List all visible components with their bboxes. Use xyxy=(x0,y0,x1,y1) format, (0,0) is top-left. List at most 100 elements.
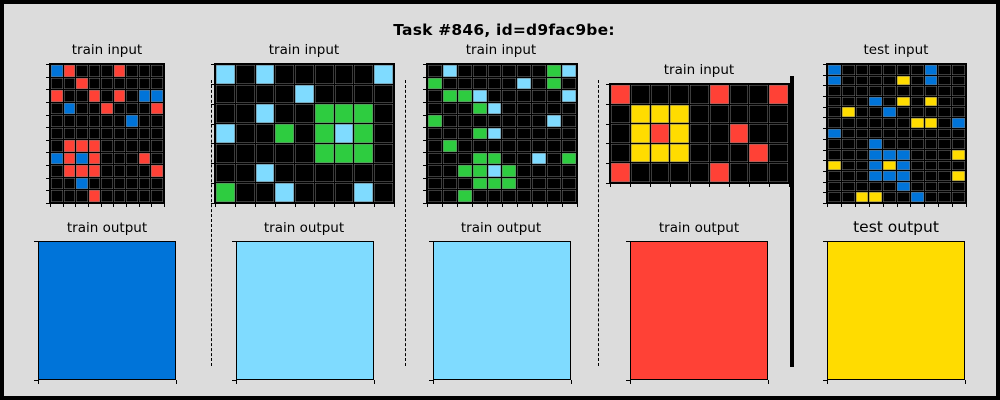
grid-cell xyxy=(151,165,163,177)
grid-cell xyxy=(532,152,547,165)
grid-cell xyxy=(76,102,88,115)
grid-cell xyxy=(611,124,630,143)
grid-cell xyxy=(855,107,869,118)
x-tick xyxy=(487,203,488,207)
x-tick xyxy=(433,380,434,384)
y-tick xyxy=(606,143,610,145)
grid-cell xyxy=(101,190,113,202)
grid-cell xyxy=(151,127,163,140)
grid-cell xyxy=(855,171,869,181)
grid-cell xyxy=(562,77,576,90)
grid-cell xyxy=(151,177,163,190)
grid-cell xyxy=(855,128,869,139)
grid-cell xyxy=(88,90,101,102)
grid-cell xyxy=(334,143,354,163)
grid-cell xyxy=(517,165,532,177)
grid-cell xyxy=(562,140,576,152)
example-separator xyxy=(405,80,406,366)
grid-cell xyxy=(354,84,374,104)
grid-cell xyxy=(126,177,138,190)
grid-cell xyxy=(88,127,101,140)
x-tick xyxy=(126,203,127,207)
grid-cell xyxy=(924,96,938,107)
grid-cell xyxy=(897,96,910,107)
grid-cell xyxy=(517,115,532,127)
grid-cell xyxy=(216,104,235,124)
x-tick xyxy=(100,203,102,207)
x-tick xyxy=(234,203,236,207)
grid-cell xyxy=(729,85,749,104)
grid-cell xyxy=(428,115,442,127)
grid-cell xyxy=(63,65,76,77)
x-tick xyxy=(709,183,711,187)
x-tick xyxy=(374,380,375,384)
grid-cell xyxy=(457,190,472,202)
x-tick xyxy=(789,183,790,187)
y-tick xyxy=(211,123,215,125)
grid-cell xyxy=(255,163,275,183)
y-tick xyxy=(423,64,427,65)
grid-cell xyxy=(690,143,709,163)
grid-cell xyxy=(650,163,670,182)
grid-cell xyxy=(126,140,138,152)
x-tick xyxy=(274,203,276,207)
y-tick xyxy=(823,203,827,204)
grid-cell xyxy=(769,104,788,124)
x-tick xyxy=(532,203,533,207)
grid-cell xyxy=(314,84,334,104)
grid-cell xyxy=(709,143,729,163)
train-input-label: train input xyxy=(268,42,340,58)
grid-cell xyxy=(938,181,952,192)
grid-cell xyxy=(855,192,869,202)
grid-cell xyxy=(938,65,952,75)
grid-cell xyxy=(924,139,938,149)
grid-cell xyxy=(897,181,910,192)
x-tick xyxy=(952,203,954,207)
grid-cell xyxy=(952,171,965,181)
grid-cell xyxy=(938,86,952,96)
grid-cell xyxy=(76,77,88,90)
grid-cell xyxy=(532,65,547,77)
grid-cell xyxy=(51,190,63,202)
grid-cell xyxy=(952,128,965,139)
y-tick xyxy=(46,127,50,129)
grid-cell xyxy=(334,163,354,183)
grid-cell xyxy=(428,140,442,152)
grid-cell xyxy=(101,127,113,140)
x-tick xyxy=(854,203,856,207)
grid-cell xyxy=(729,163,749,182)
grid-cell xyxy=(855,86,869,96)
grid-cell xyxy=(897,149,910,160)
grid-cell xyxy=(76,165,88,177)
grid-cell xyxy=(354,124,374,143)
grid-cell xyxy=(869,149,883,160)
grid-cell xyxy=(883,75,896,86)
grid-cell xyxy=(611,85,630,104)
grid-cell xyxy=(472,77,487,90)
grid-cell xyxy=(63,177,76,190)
grid-cell xyxy=(709,104,729,124)
grid-cell xyxy=(690,85,709,104)
grid-cell xyxy=(517,152,532,165)
grid-cell xyxy=(883,86,896,96)
grid-cell xyxy=(562,115,576,127)
grid-cell xyxy=(126,90,138,102)
y-tick xyxy=(46,203,50,204)
x-tick xyxy=(768,380,769,384)
x-tick xyxy=(442,203,443,207)
y-tick xyxy=(823,106,827,108)
grid-cell xyxy=(334,84,354,104)
grid-cell xyxy=(897,86,910,96)
grid-cell xyxy=(442,152,457,165)
grid-cell xyxy=(51,140,63,152)
grid-cell xyxy=(532,102,547,115)
grid-cell xyxy=(883,171,896,181)
grid-cell xyxy=(952,181,965,192)
y-tick xyxy=(211,83,215,85)
grid-cell xyxy=(275,163,295,183)
grid-cell xyxy=(828,149,841,160)
grid-cell xyxy=(374,84,393,104)
grid-cell xyxy=(442,102,457,115)
grid-cell xyxy=(457,152,472,165)
x-tick xyxy=(354,203,356,207)
